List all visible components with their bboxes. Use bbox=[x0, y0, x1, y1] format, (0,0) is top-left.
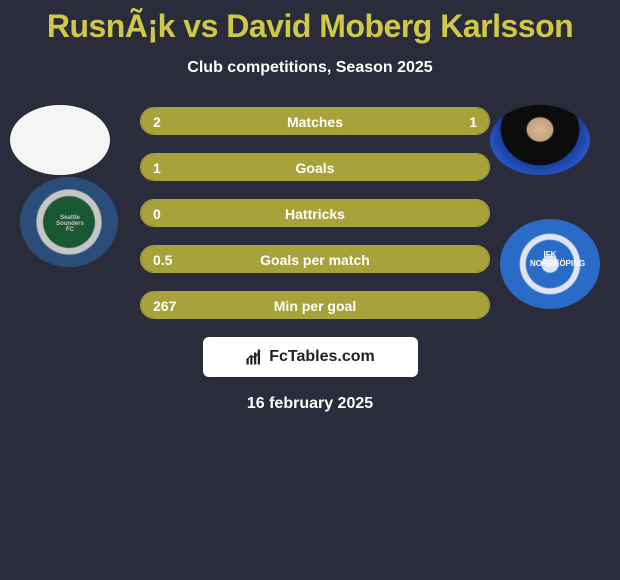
stat-row: 267Min per goal bbox=[140, 291, 490, 319]
page-subtitle: Club competitions, Season 2025 bbox=[0, 59, 620, 77]
player-photo-left bbox=[10, 105, 110, 175]
stat-row: 0.5Goals per match bbox=[140, 245, 490, 273]
stat-row: 1Goals bbox=[140, 153, 490, 181]
stat-row: 21Matches bbox=[140, 107, 490, 135]
stat-row: 0Hattricks bbox=[140, 199, 490, 227]
page-title: RusnÃ¡k vs David Moberg Karlsson bbox=[0, 0, 620, 45]
comparison-panel: Seattle Sounders FC IFKNORRKÖPING 21Matc… bbox=[0, 107, 620, 413]
player-photo-right bbox=[490, 105, 590, 175]
chart-icon bbox=[245, 348, 263, 366]
club-badge-left-label: Seattle Sounders FC bbox=[52, 215, 88, 233]
stat-label: Goals bbox=[141, 154, 489, 180]
stat-label: Min per goal bbox=[141, 292, 489, 318]
stat-label: Goals per match bbox=[141, 246, 489, 272]
branding-badge: FcTables.com bbox=[203, 337, 418, 377]
stats-bars: 21Matches 1Goals 0Hattricks 0.5Goals per ma… bbox=[140, 107, 490, 319]
stat-label: Hattricks bbox=[141, 200, 489, 226]
branding-text: FcTables.com bbox=[269, 348, 375, 366]
date-line: 16 february 2025 bbox=[0, 395, 620, 413]
club-badge-right-label: IFKNORRKÖPING bbox=[530, 251, 570, 269]
stat-label: Matches bbox=[141, 108, 489, 134]
